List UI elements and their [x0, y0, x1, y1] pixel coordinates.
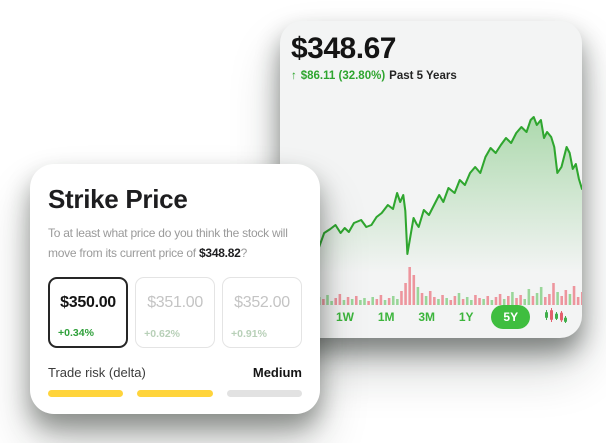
question-suffix: ? [240, 245, 248, 260]
risk-meter-segment [48, 389, 124, 397]
candlestick-icon [544, 308, 567, 323]
option-price: $350.00 [60, 293, 116, 311]
risk-meter [48, 389, 302, 397]
chart-header: $348.67 ↑ $86.11 (32.80%) Past 5 Years [291, 33, 457, 82]
option-percent: +0.34% [58, 326, 94, 339]
candlestick-toggle-button[interactable] [542, 305, 569, 329]
price-change-row: ↑ $86.11 (32.80%) Past 5 Years [291, 70, 457, 82]
current-price: $348.67 [291, 32, 396, 65]
tab-5y[interactable]: 5Y [491, 305, 531, 329]
range-tabs: 1W 1M 3M 1Y 5Y [280, 303, 582, 331]
question-prefix: To at least what price do you think the … [48, 226, 288, 260]
price-change: $86.11 (32.80%) [300, 69, 386, 82]
option-price: $351.00 [147, 293, 203, 311]
risk-meter-segment [137, 389, 213, 397]
trade-risk-label: Trade risk (delta) [48, 364, 146, 380]
price-chart-card: $348.67 ↑ $86.11 (32.80%) Past 5 Years 1… [280, 21, 582, 338]
trade-risk-row: Trade risk (delta) Medium [48, 365, 302, 380]
tab-1w[interactable]: 1W [330, 307, 360, 327]
up-arrow-icon: ↑ [291, 69, 297, 82]
tab-3m[interactable]: 3M [412, 307, 441, 327]
tab-1m[interactable]: 1M [372, 307, 401, 327]
price-line [280, 116, 582, 256]
trade-risk-value: Medium [252, 364, 302, 380]
option-percent: +0.91% [231, 327, 267, 340]
strike-option-352[interactable]: $352.00 +0.91% [222, 276, 302, 348]
option-price: $352.00 [234, 293, 290, 311]
card-title: Strike Price [48, 184, 188, 214]
option-percent: +0.62% [144, 327, 180, 340]
strike-option-351[interactable]: $351.00 +0.62% [135, 276, 216, 348]
strike-price-card: Strike Price To at least what price do y… [30, 164, 320, 414]
strike-option-350[interactable]: $350.00 +0.34% [48, 276, 129, 348]
strike-question: To at least what price do you think the … [48, 224, 302, 264]
current-price-inline: $348.82 [198, 245, 241, 260]
strike-options: $350.00 +0.34% $351.00 +0.62% $352.00 +0… [48, 276, 302, 348]
tab-1y[interactable]: 1Y [453, 307, 480, 327]
time-period-label: Past 5 Years [389, 69, 457, 82]
risk-meter-segment [226, 389, 302, 397]
price-area-fill [280, 117, 582, 273]
